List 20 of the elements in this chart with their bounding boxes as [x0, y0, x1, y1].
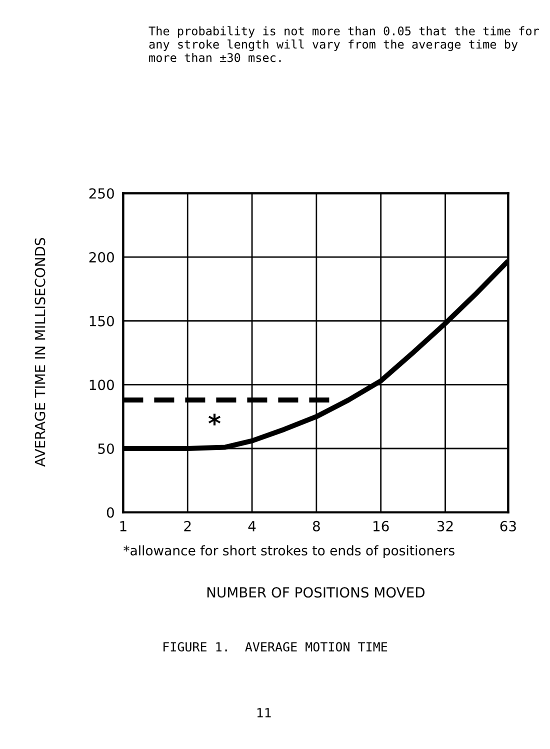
x-tick-label: 16	[374, 520, 389, 532]
y-tick-label: 250	[89, 188, 114, 199]
y-tick-label: 150	[90, 316, 114, 326]
x-tick-label: 4	[248, 521, 256, 532]
y-tick-label: 0	[106, 507, 114, 518]
y-tick-label: 50	[98, 443, 114, 454]
y-tick-label: 200	[89, 252, 114, 263]
x-tick-label: 32	[437, 520, 453, 532]
text: 11	[257, 708, 271, 718]
x-axis-title: NUMBER OF POSITIONS MOVED	[207, 587, 424, 598]
x-tick-label: 8	[312, 520, 320, 532]
x-tick-label: 63	[500, 520, 516, 532]
annotation: *	[208, 414, 221, 426]
text: The probability is not more than 0.05 that the time for any stroke length will vary from the average time by more than ±30 msec.	[148, 26, 539, 62]
y-axis-title: AVERAGE TIME IN MILLISECONDS	[34, 238, 46, 467]
text: *allowance for short strokes to ends of positioners	[124, 545, 454, 558]
x-tick-label: 1	[120, 521, 126, 532]
x-tick-label: 2	[184, 520, 191, 532]
y-tick-label: 100	[90, 380, 114, 390]
caption: FIGURE 1. AVERAGE MOTION TIME	[164, 642, 388, 652]
